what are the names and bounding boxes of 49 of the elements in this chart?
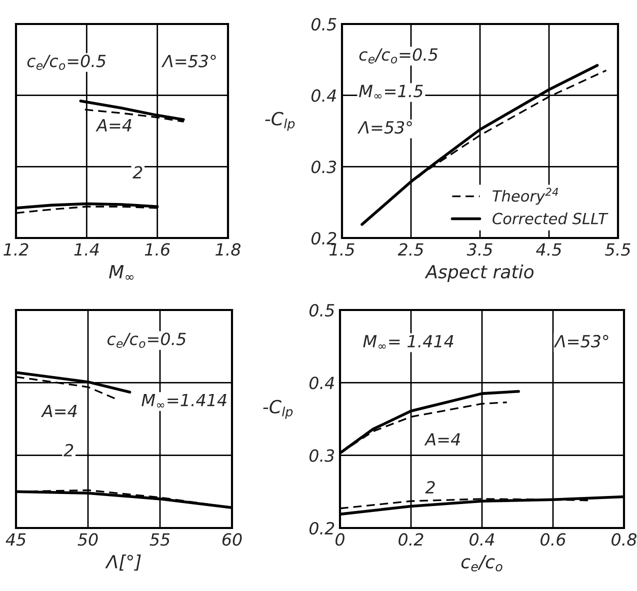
y-tick-label: 0.4 (311, 89, 336, 102)
y-axis-title: -C$_{lp}$ (263, 400, 293, 419)
annotation: M$_{∞}$= 1.414 (363, 335, 454, 349)
x-tick-label: 45 (6, 533, 26, 546)
legend-label: Theory$^{24}$ (492, 188, 558, 205)
annotation: Λ=53° (161, 54, 216, 68)
annotation: c$_{e}$/c$_{o}$=0.5 (107, 332, 186, 348)
x-tick-label: 2.5 (398, 243, 424, 256)
annotation: c$_{e}$/c$_{o}$=0.5 (359, 48, 438, 64)
annotation: Λ=53° (554, 334, 608, 348)
annotation: c$_{e}$/c$_{o}$=0.5 (27, 54, 106, 70)
annotation: A=4 (41, 404, 77, 418)
annotation: Λ=53° (358, 121, 412, 134)
x-tick-label: 1.4 (74, 243, 99, 256)
x-tick-label: 55 (150, 533, 170, 546)
y-tick-label: 0.2 (309, 522, 334, 535)
x-tick-label: 0.2 (398, 533, 424, 546)
y-tick-label: 0.3 (311, 160, 336, 174)
annotation: 2 (132, 166, 142, 178)
x-axis-title: c$_{e}$/c$_{o}$ (461, 555, 502, 572)
annotation: 2 (64, 444, 74, 456)
x-tick-label: 50 (78, 533, 98, 546)
x-tick-label: 5.5 (605, 243, 630, 256)
y-tick-label: 0.5 (311, 18, 336, 31)
x-tick-label: 3.5 (466, 243, 492, 256)
y-tick-label: 0.4 (309, 376, 334, 390)
annotation: 2 (425, 480, 435, 494)
x-tick-label: 1.8 (216, 243, 241, 256)
annotation: M$_{∞}$=1.5 (359, 84, 423, 98)
x-axis-title: Λ[°] (105, 554, 141, 571)
y-axis-title: -C$_{lp}$ (265, 112, 295, 131)
x-tick-label: 1.6 (144, 243, 170, 256)
x-tick-label: 1.5 (330, 243, 354, 256)
y-tick-label: 0.2 (311, 232, 336, 245)
x-tick-label: 0.8 (612, 533, 637, 546)
x-axis-title: M$_{∞}$ (109, 265, 134, 280)
x-tick-label: 4.5 (536, 243, 562, 256)
x-tick-label: 1.2 (4, 243, 28, 256)
x-tick-label: 0.4 (470, 533, 494, 546)
y-tick-label: 0.3 (309, 449, 334, 462)
x-tick-label: 0.6 (540, 533, 566, 546)
y-tick-label: 0.5 (309, 304, 334, 317)
x-axis-title: Aspect ratio (424, 264, 534, 282)
annotation: A=4 (424, 433, 460, 446)
x-tick-label: 0 (336, 533, 344, 546)
annotation: M$_{∞}$=1.414 (142, 394, 226, 408)
x-tick-label: 60 (222, 533, 242, 546)
legend-label: Corrected SLLT (492, 212, 608, 224)
annotation: A=4 (96, 119, 132, 132)
